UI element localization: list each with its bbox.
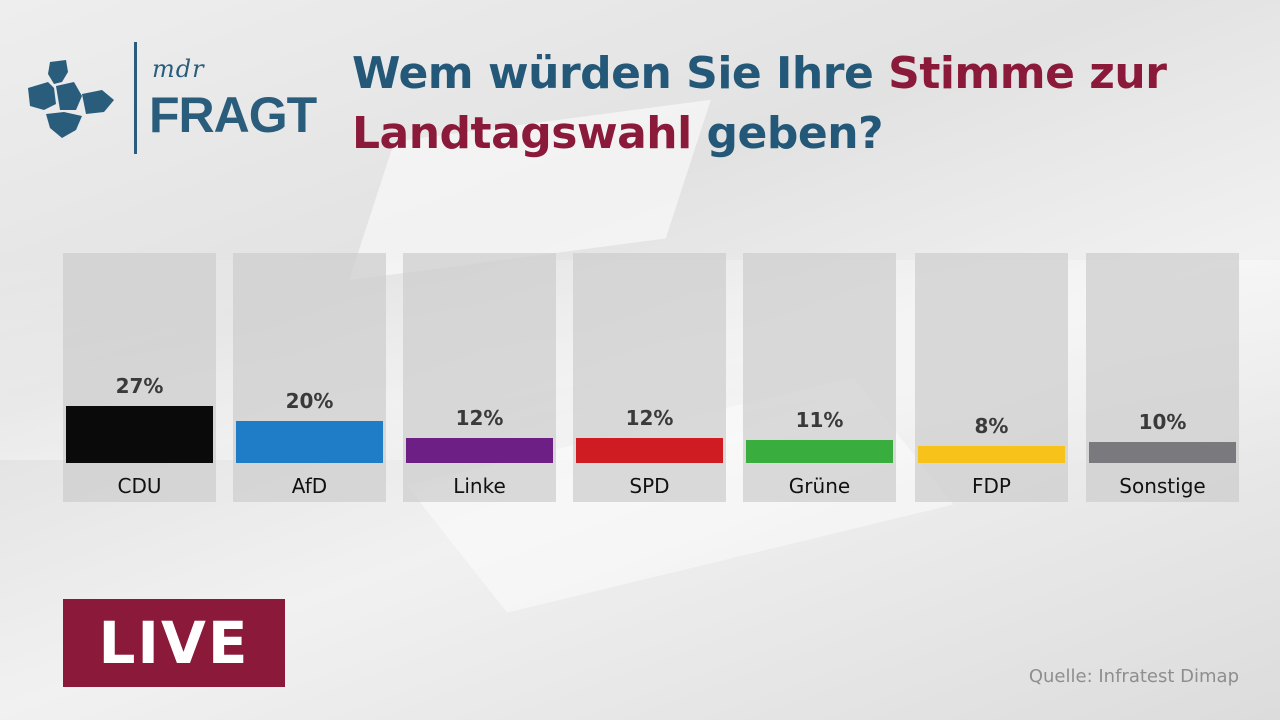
bar-afd (236, 421, 383, 463)
category-label-afd: AfD (291, 474, 328, 498)
mdr-map-logo-icon (28, 60, 114, 138)
brand-fragt-label: FRAGT (149, 87, 317, 143)
bar-grüne (746, 440, 893, 463)
bar-panel-linke (403, 253, 556, 502)
logo-divider (134, 42, 137, 154)
category-label-sonstige: Sonstige (1119, 474, 1206, 498)
bar-linke (406, 438, 553, 463)
bar-sonstige (1089, 442, 1236, 463)
category-label-spd: SPD (629, 474, 670, 498)
category-label-fdp: FDP (972, 474, 1011, 498)
bar-panel-fdp (915, 253, 1068, 502)
bar-panel-afd (233, 253, 386, 502)
category-label-grüne: Grüne (788, 474, 851, 498)
title-part-1: Wem würden Sie Ihre (352, 48, 889, 99)
logo-region-west (28, 82, 56, 110)
logo-region-south (46, 112, 82, 138)
live-badge: LIVE (63, 599, 285, 687)
title-part-3: Landtagswahl (352, 108, 692, 159)
value-label-cdu: 27% (115, 374, 164, 398)
value-label-sonstige: 10% (1138, 410, 1187, 434)
category-label-cdu: CDU (117, 474, 162, 498)
value-label-fdp: 8% (974, 414, 1009, 438)
source-label: Quelle: Infratest Dimap (1028, 666, 1239, 687)
bar-spd (576, 438, 723, 463)
logo-region-east (82, 90, 114, 114)
value-label-grüne: 11% (795, 408, 844, 432)
bar-panel-grüne (743, 253, 896, 502)
title-part-4: geben? (691, 108, 884, 159)
chart-title: Wem würden Sie Ihre Stimme zur Landtagsw… (352, 44, 1252, 164)
bar-panel-spd (573, 253, 726, 502)
category-label-linke: Linke (453, 474, 506, 498)
logo-region-center (56, 82, 82, 110)
title-part-2: Stimme zur (888, 48, 1167, 99)
value-label-linke: 12% (455, 406, 504, 430)
bar-fdp (918, 446, 1065, 463)
logo-region-north (48, 60, 68, 84)
bar-cdu (66, 406, 213, 463)
value-label-spd: 12% (625, 406, 674, 430)
bar-panel-sonstige (1086, 253, 1239, 502)
value-label-afd: 20% (285, 389, 334, 413)
brand-mdr-label: mdr (152, 55, 205, 83)
